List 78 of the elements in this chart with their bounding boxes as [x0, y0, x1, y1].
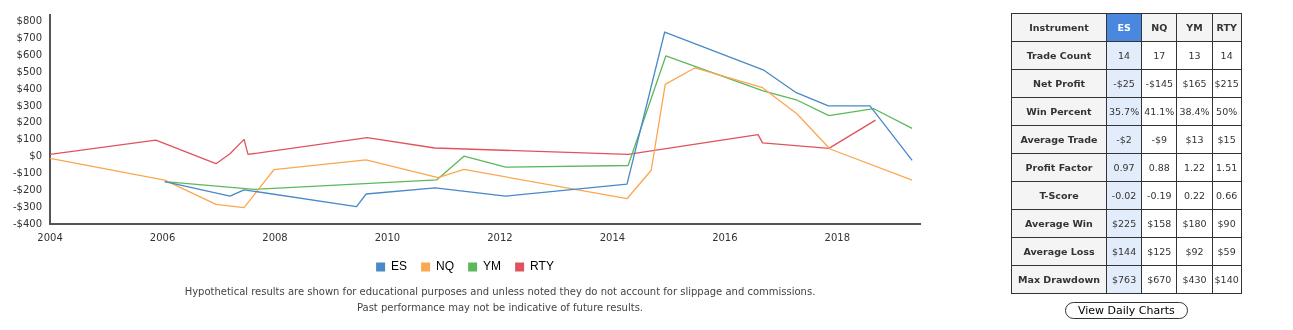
category-label: NQ — [1141, 13, 1177, 42]
y-tick-label: $500 — [16, 65, 43, 77]
x-tick-label: 2010 — [374, 231, 401, 243]
x-tick-label: 2008 — [262, 231, 288, 243]
text: $15 — [1217, 134, 1236, 145]
y-tick-label: $100 — [16, 133, 43, 145]
text: $92 — [1185, 246, 1204, 257]
text: Hypothetical results are shown for educational purposes and unless noted they do not account for slippage and commissions. — [183, 285, 817, 299]
y-tick-label: $300 — [16, 99, 43, 111]
text: $215 — [1214, 78, 1239, 89]
category-label: T-Score — [1039, 190, 1079, 201]
text: -$25 — [1113, 78, 1135, 89]
legend-label: ES — [391, 259, 408, 274]
category-label: Profit Factor — [1025, 162, 1093, 173]
y-tick-label: -$200 — [13, 183, 43, 195]
text: $763 — [1112, 274, 1137, 285]
y-tick-label: $800 — [16, 15, 43, 27]
legend-label: NQ — [436, 259, 455, 274]
x-tick-label: 2004 — [37, 231, 63, 243]
text: $144 — [1112, 246, 1137, 257]
x-tick-label: 2012 — [487, 231, 513, 243]
y-tick-label: $700 — [16, 32, 43, 44]
category-label: ES — [1106, 13, 1142, 42]
text: $59 — [1217, 246, 1236, 257]
x-tick-label: 2018 — [824, 231, 851, 243]
y-tick-label: $0 — [29, 150, 43, 162]
text: $90 — [1217, 218, 1236, 229]
text: 35.7% — [1109, 106, 1140, 117]
x-tick-label: 2014 — [599, 231, 626, 243]
text: $140 — [1214, 274, 1239, 285]
text: 50% — [1216, 106, 1238, 117]
text: $158 — [1147, 218, 1172, 229]
x-tick-label: 2006 — [149, 231, 176, 243]
category-label: RTY — [1212, 13, 1242, 42]
category-label: Average Trade — [1020, 134, 1098, 145]
category-label: Average Win — [1025, 218, 1093, 229]
text: -$9 — [1151, 134, 1168, 145]
y-tick-label: $600 — [16, 49, 43, 61]
x-tick-label: 2016 — [712, 231, 738, 243]
legend-label: YM — [483, 259, 502, 274]
text: 17 — [1153, 50, 1166, 61]
text: View Daily Charts — [1064, 302, 1188, 319]
text: $125 — [1147, 246, 1172, 257]
text: 41.1% — [1144, 106, 1175, 117]
legend-label: RTY — [530, 259, 554, 274]
category-label: Trade Count — [1026, 50, 1092, 61]
text: $430 — [1182, 274, 1207, 285]
y-tick-label: -$100 — [13, 167, 43, 179]
text: $180 — [1182, 218, 1207, 229]
text: 1.22 — [1183, 162, 1206, 173]
text: 14 — [1118, 50, 1131, 61]
y-tick-label: -$300 — [13, 200, 43, 212]
category-label: Average Loss — [1023, 246, 1095, 257]
text: 0.88 — [1148, 162, 1170, 173]
text: $225 — [1112, 218, 1137, 229]
text: -$2 — [1116, 134, 1132, 145]
text: -0.02 — [1111, 190, 1137, 201]
text: $13 — [1185, 134, 1204, 145]
text: 1.51 — [1216, 162, 1238, 173]
y-tick-label: $400 — [16, 82, 43, 94]
y-tick-label: $200 — [16, 116, 43, 128]
category-label: Net Profit — [1033, 78, 1085, 89]
text: 14 — [1220, 50, 1233, 61]
category-label: Max Drawdown — [1018, 274, 1100, 285]
text: $670 — [1147, 274, 1172, 285]
y-tick-label: -$400 — [13, 217, 43, 229]
text: -0.19 — [1146, 190, 1172, 201]
text: 13 — [1188, 50, 1201, 61]
text: 0.97 — [1113, 162, 1135, 173]
text: -$145 — [1145, 78, 1174, 89]
category-label: Win Percent — [1026, 106, 1092, 117]
text: Past performance may not be indicative of future results. — [355, 301, 645, 315]
text: Instrument — [1011, 13, 1107, 42]
category-label: YM — [1176, 13, 1213, 42]
text: 38.4% — [1179, 106, 1210, 117]
text: $165 — [1182, 78, 1207, 89]
text: 0.66 — [1216, 190, 1238, 201]
text: 0.22 — [1183, 190, 1206, 201]
